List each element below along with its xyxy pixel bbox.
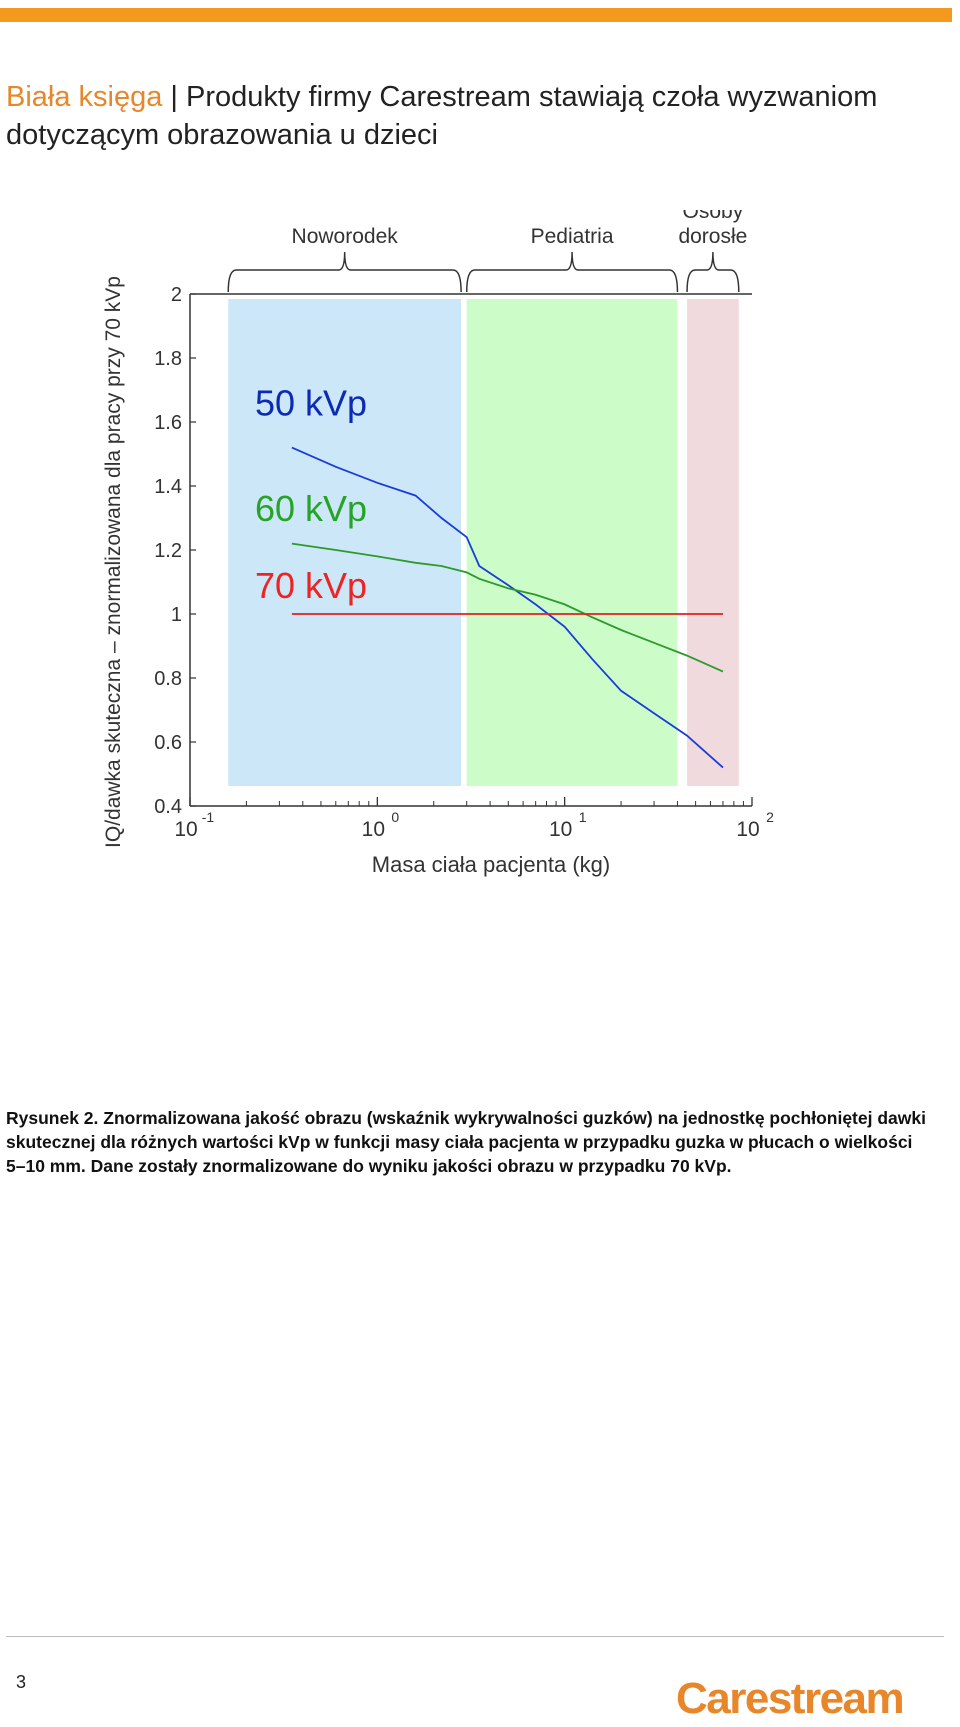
- title-separator: |: [162, 81, 187, 113]
- series-line-50-kvp: [291, 446, 724, 769]
- x-tick-base-2: 10: [549, 818, 572, 841]
- y-tick-label-6: 1.6: [154, 412, 182, 434]
- x-tick-exp-1: 0: [391, 809, 399, 825]
- series-label-70-kvp: 70 kVp: [255, 565, 367, 606]
- region-brace-1: [465, 251, 679, 293]
- region-label-0: Noworodek: [292, 225, 399, 248]
- y-tick-label-7: 1.8: [154, 348, 182, 370]
- x-tick-base-1: 10: [362, 818, 385, 841]
- top-accent-bar: [0, 8, 952, 22]
- chart: Noworodek Pediatria Osoby dorosłe 0.4 0.6 0.8 1…: [102, 210, 774, 877]
- y-tick-label-0: 0.4: [154, 796, 182, 818]
- y-tick-label-4: 1.2: [154, 540, 182, 562]
- region-band-2: [687, 299, 739, 786]
- carestream-logo: Carestream: [676, 1674, 905, 1723]
- y-tick-label-3: 1: [171, 604, 182, 626]
- document-type-label: Biała księga: [6, 81, 163, 113]
- footer-divider: [6, 1636, 944, 1637]
- x-tick-exp-3: 2: [766, 809, 774, 825]
- series-label-50-kvp: 50 kVp: [255, 383, 367, 424]
- document-title: Produkty firmy Carestream stawiają czoła…: [6, 81, 878, 151]
- series-line-60-kvp: [291, 542, 724, 673]
- region-brace-2: [686, 251, 740, 293]
- y-axis-label: IQ/dawka skuteczna – znormalizowana dla …: [102, 276, 125, 848]
- region-band-1: [466, 299, 678, 786]
- page-title: Biała księga | Produkty firmy Carestream…: [6, 78, 906, 154]
- x-axis-label: Masa ciała pacjenta (kg): [372, 852, 610, 877]
- y-tick-label-2: 0.8: [154, 668, 182, 690]
- region-label-1: Pediatria: [531, 225, 614, 248]
- x-tick-exp-0: -1: [202, 809, 215, 825]
- region-label-2: Osoby dorosłe: [678, 210, 747, 248]
- series-label-60-kvp: 60 kVp: [255, 488, 367, 529]
- x-tick-exp-2: 1: [579, 809, 587, 825]
- region-band-0: [228, 299, 462, 786]
- page-number: 3: [16, 1672, 27, 1692]
- figure-caption: Rysunek 2. Znormalizowana jakość obrazu …: [6, 1108, 926, 1176]
- y-tick-label-8: 2: [171, 284, 182, 306]
- region-brace-0: [227, 251, 462, 293]
- x-tick-base-0: 10: [174, 818, 197, 841]
- y-tick-label-1: 0.6: [154, 732, 182, 754]
- y-tick-label-5: 1.4: [154, 476, 182, 498]
- x-tick-base-3: 10: [736, 818, 759, 841]
